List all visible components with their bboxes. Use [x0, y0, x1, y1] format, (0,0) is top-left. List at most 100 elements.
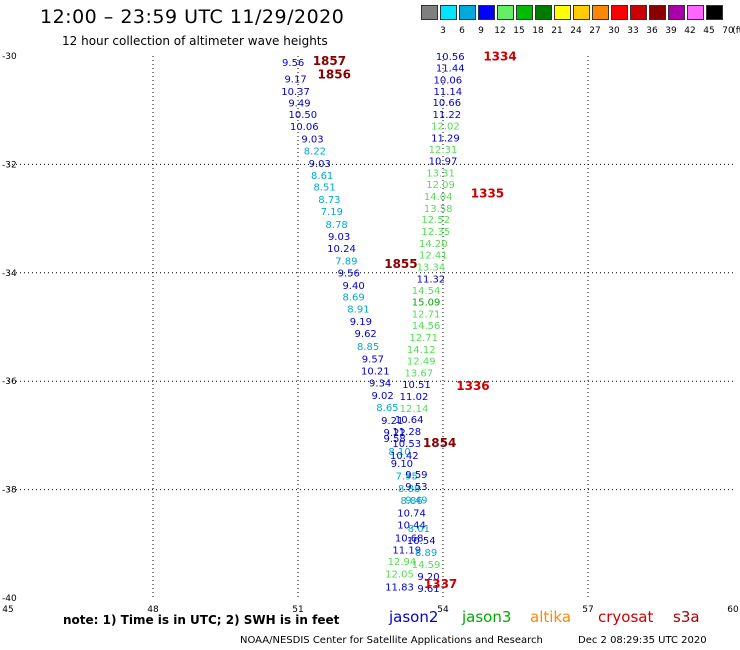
wave-height-label: 10.56: [436, 52, 465, 63]
legend-swatch: [687, 5, 704, 20]
x-tick-label: 57: [582, 605, 593, 615]
wave-height-label: 8.86: [400, 496, 422, 507]
legend-swatch: [440, 5, 457, 20]
wave-height-label: 14.54: [412, 286, 441, 297]
x-tick-label: 60: [727, 605, 739, 615]
legend-label: 3: [440, 26, 446, 36]
wave-height-label: 11.28: [392, 427, 421, 438]
wave-height-label: 9.56: [282, 58, 304, 69]
wave-height-label: 12.09: [426, 180, 455, 191]
pass-number-label: 1854: [423, 436, 456, 450]
wave-height-label: 8.01: [408, 524, 430, 535]
wave-height-label: 8.85: [357, 342, 379, 353]
wave-height-label: 8.78: [326, 220, 348, 231]
credit-line: NOAA/NESDIS Center for Satellite Applica…: [240, 635, 543, 646]
legend-label: 15: [513, 26, 525, 36]
wave-height-label: 11.29: [431, 133, 460, 144]
legend-swatch: [478, 5, 495, 20]
legend-label: 36: [646, 26, 658, 36]
legend-swatch: [535, 5, 552, 20]
legend-label: 45: [703, 26, 715, 36]
wave-height-label: 9.57: [362, 355, 384, 366]
legend-swatch: [421, 5, 438, 20]
wave-height-label: 9.19: [350, 317, 372, 328]
wave-height-label: 10.44: [397, 520, 426, 531]
legend-swatch: [554, 5, 571, 20]
sat-label-jason2: jason2: [389, 608, 439, 626]
legend-swatch: [497, 5, 514, 20]
legend-label: 39: [665, 26, 677, 36]
legend-label: 12: [494, 26, 506, 36]
wave-height-label: 11.32: [417, 274, 446, 285]
wave-height-label: 10.51: [402, 380, 431, 391]
y-tick-label: -38: [2, 486, 17, 496]
wave-height-label: 9.40: [342, 281, 364, 292]
pass-number-label: 1856: [318, 67, 351, 81]
wave-height-label: 12.49: [407, 357, 436, 368]
wave-height-label: 10.97: [429, 157, 458, 168]
wave-height-label: 8.88: [398, 484, 420, 495]
y-tick-label: -30: [2, 52, 17, 62]
wave-height-label: 10.06: [434, 75, 463, 86]
wave-height-label: 11.83: [385, 583, 414, 594]
wave-height-label: 11.14: [434, 87, 463, 98]
wave-height-label: 12.31: [429, 145, 458, 156]
wave-height-label: 12.35: [421, 227, 450, 238]
wave-height-label: 13.58: [424, 204, 453, 215]
legend-label: 9: [478, 26, 484, 36]
sat-label-s3a: s3a: [673, 608, 700, 626]
legend-swatch: [649, 5, 666, 20]
legend-swatch: [611, 5, 628, 20]
y-tick-label: -36: [2, 377, 17, 387]
sat-label-cryosat: cryosat: [598, 608, 654, 626]
wave-height-label: 9.62: [355, 329, 377, 340]
wave-height-label: 9.10: [391, 459, 413, 470]
wave-height-label: 8.10: [388, 447, 410, 458]
wave-height-label: 8.65: [376, 403, 398, 414]
wave-height-label: 9.03: [309, 159, 331, 170]
legend-label: 21: [551, 26, 563, 36]
legend-swatch: [592, 5, 609, 20]
wave-height-label: 12.14: [400, 404, 429, 415]
sat-label-altika: altika: [530, 608, 572, 626]
wave-height-label: 9.02: [371, 391, 393, 402]
pass-number-label: 1336: [456, 379, 489, 393]
wave-height-label: 9.03: [301, 134, 323, 145]
pass-number-label: 1855: [384, 257, 417, 271]
wave-height-label: 9.34: [369, 378, 391, 389]
wave-height-label: 10.24: [327, 244, 356, 255]
wave-height-label: 8.91: [347, 305, 369, 316]
wave-height-label: 10.64: [395, 415, 424, 426]
legend-label: 6: [459, 26, 465, 36]
wave-height-label: 11.19: [392, 545, 421, 556]
wave-height-label: 7.89: [335, 256, 357, 267]
wave-height-label: 10.06: [290, 122, 319, 133]
map-subtitle: 12 hour collection of altimeter wave hei…: [62, 34, 328, 48]
wave-height-label: 9.20: [417, 572, 439, 583]
wave-height-label: 9.59: [405, 470, 427, 481]
wave-height-label: 12.71: [409, 333, 438, 344]
wave-height-label: 9.22: [384, 428, 406, 439]
legend-label: 24: [570, 26, 582, 36]
x-tick-label: 45: [2, 605, 13, 615]
wave-height-label: 14.20: [419, 239, 448, 250]
legend-swatch: [459, 5, 476, 20]
map-title: 12:00 – 23:59 UTC 11/29/2020: [40, 6, 345, 28]
legend-swatch: [630, 5, 647, 20]
wave-height-label: 8.22: [304, 146, 326, 157]
wave-height-label: 9.56: [338, 268, 360, 279]
wave-height-label: 9.53: [405, 482, 427, 493]
x-tick-label: 48: [147, 605, 159, 615]
wave-height-label: 10.53: [392, 439, 421, 450]
y-tick-label: -32: [2, 160, 17, 170]
wave-height-label: 12.52: [421, 215, 450, 226]
legend-label: 70: [722, 26, 734, 36]
y-tick-label: -34: [2, 269, 17, 279]
wave-height-label: 9.17: [284, 74, 306, 85]
wave-height-label: 12.41: [419, 250, 448, 261]
legend-label: 27: [589, 26, 601, 36]
wave-height-label: 10.37: [281, 87, 310, 98]
wave-height-label: 10.68: [395, 533, 424, 544]
wave-height-label: 8.73: [318, 195, 340, 206]
legend-swatch: [573, 5, 590, 20]
